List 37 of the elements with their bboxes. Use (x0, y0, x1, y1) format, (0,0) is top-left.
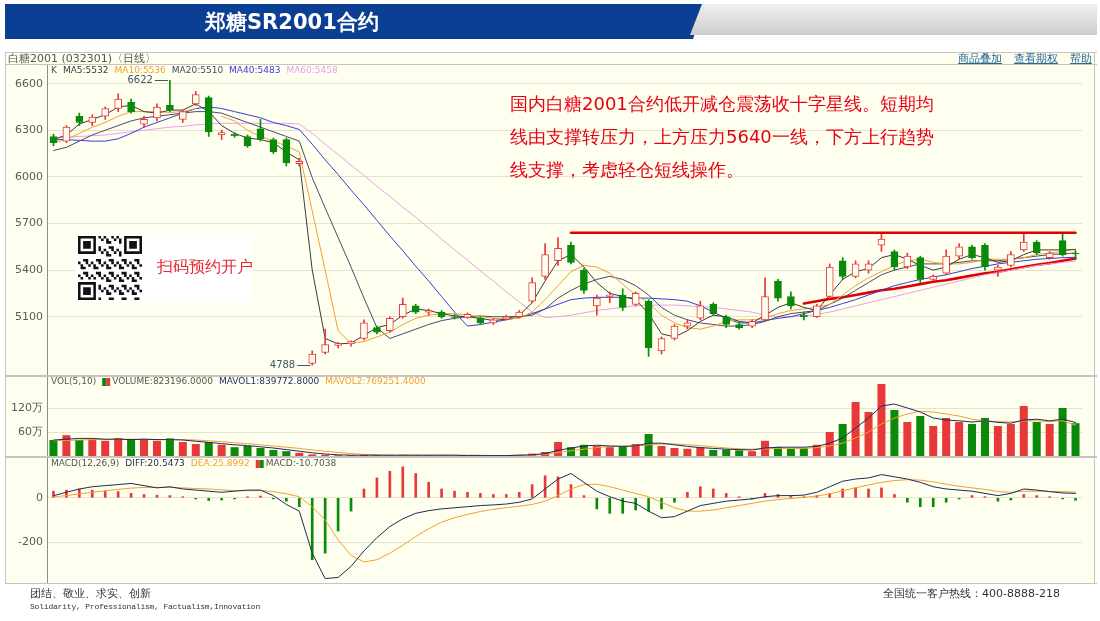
series-label: DIFF:20.5473 (125, 458, 185, 469)
y-tick-label: 6000 (15, 169, 43, 183)
legend-title: VOL(5,10) (51, 376, 97, 387)
text: MA60:5458 (286, 65, 338, 76)
text: MA5:5532 (62, 65, 109, 76)
annotation: 国内白糖2001合约低开减仓震荡收十字星线。短期均线由支撑转压力，上方压力5640一线，下方上行趋势线支撑，考虑轻仓短线操作。 (510, 92, 935, 182)
text: DEA:25.8992 (190, 458, 250, 469)
qr-panel: 扫码预约开户 (75, 234, 253, 302)
y-tick-label: 5700 (15, 216, 43, 230)
text: Solidarity, Professionalism, Factualism,Innovation (30, 602, 261, 611)
text: MA40:5483 (229, 65, 281, 76)
text: MAVOL1:839772.8000 (219, 376, 320, 387)
legend-label: VOLUME:823196.0000 (112, 376, 214, 387)
y-tick-label: 6300 (15, 123, 43, 137)
annotation: 帮助 (1070, 52, 1092, 65)
y-tick-label: 5100 (15, 309, 43, 323)
annotation: 查看期权 (1014, 52, 1058, 65)
y-tick-label: 0 (36, 490, 43, 504)
annotation: 6622 (127, 73, 153, 85)
y-tick-label: 120万 (11, 400, 43, 414)
text: MA20:5510 (171, 65, 224, 76)
text: 团结、敬业、求实、创新 (30, 586, 151, 601)
legend-label: MACD:-10.7038 (265, 458, 337, 469)
y-tick-label: -200 (18, 534, 43, 548)
text: MA10:5536 (114, 65, 167, 76)
annotation: 扫码预约开户 (157, 257, 253, 278)
annotation: 白糖2001 (032301)〈日线〉 (8, 52, 157, 65)
text: MAVOL2:769251.4000 (325, 376, 426, 387)
chart-title: 郑糖SR2001合约 (205, 9, 379, 36)
annotation: 4788 (269, 358, 296, 370)
legend-title: K (51, 65, 58, 76)
legend-title: MACD(12,26,9) (51, 458, 120, 469)
y-tick-label: 60万 (18, 424, 43, 438)
y-tick-label: 6600 (15, 76, 43, 90)
y-tick-label: 5400 (15, 262, 43, 276)
annotation: 商品叠加 (958, 52, 1002, 65)
text: 全国统一客户热线：400-8888-218 (883, 586, 1060, 601)
